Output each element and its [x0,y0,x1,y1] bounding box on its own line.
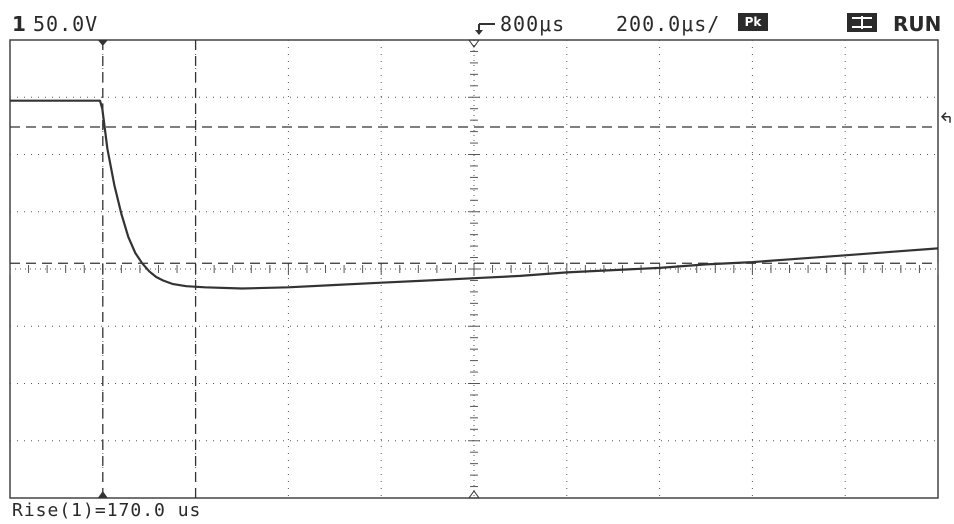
trigger-position-icon [475,23,495,35]
run-status-label: RUN [893,12,942,36]
cursors [10,40,938,498]
waveform-trace [10,99,939,290]
channel-number: 1 [12,12,26,36]
trigger-level-marker [940,112,951,123]
scope-display [9,39,951,499]
channel-scale-readout: 50.0V [33,12,99,36]
peak-detect-badge: Pk [738,13,768,31]
trigger-point-marker-bottom [97,491,108,498]
time-reference-marker-bottom [468,490,480,499]
timebase-readout: 200.0μs/ [616,12,721,36]
graticule [9,39,939,499]
trigger-point-marker-top [97,40,108,46]
run-mode-icon [847,13,877,32]
trigger-position-readout: 800μs [500,12,566,36]
markers [97,39,951,499]
rise-time-readout: Rise(1)=170.0 us [12,500,202,521]
time-reference-marker-top [468,39,480,48]
